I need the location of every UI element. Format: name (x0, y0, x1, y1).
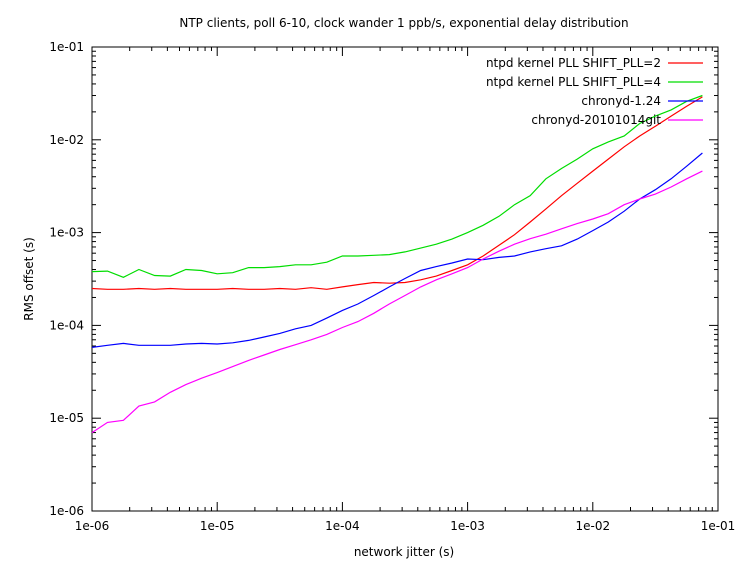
y-tick-label: 1e-04 (49, 318, 84, 332)
y-tick-label: 1e-02 (49, 133, 84, 147)
legend-label-4: chronyd-20101014git (531, 113, 661, 127)
y-tick-label: 1e-05 (49, 411, 84, 425)
legend-label-2: ntpd kernel PLL SHIFT_PLL=4 (486, 75, 661, 89)
series-lines (91, 94, 703, 434)
chart-title: NTP clients, poll 6-10, clock wander 1 p… (179, 16, 628, 30)
x-tick-label: 1e-04 (325, 519, 360, 533)
series-line-4 (91, 170, 703, 434)
legend-label-3: chronyd-1.24 (581, 94, 661, 108)
y-tick-label: 1e-01 (49, 40, 84, 54)
x-tick-label: 1e-01 (701, 519, 736, 533)
y-axis-label: RMS offset (s) (22, 237, 36, 321)
legend-label-1: ntpd kernel PLL SHIFT_PLL=2 (486, 56, 661, 70)
y-tick-label: 1e-06 (49, 504, 84, 518)
x-tick-label: 1e-03 (450, 519, 485, 533)
x-tick-label: 1e-05 (200, 519, 235, 533)
plot-area (91, 46, 719, 512)
x-tick-label: 1e-06 (75, 519, 110, 533)
y-tick-label: 1e-03 (49, 226, 84, 240)
series-line-3 (91, 152, 703, 348)
axis-ticks: 1e-06 1e-05 1e-04 1e-03 1e-02 1e-01 1e-06 1e-05… (49, 40, 735, 533)
x-axis-label: network jitter (s) (354, 545, 454, 559)
x-tick-label: 1e-02 (575, 519, 610, 533)
series-line-2 (91, 94, 703, 278)
plot-border (91, 46, 719, 512)
